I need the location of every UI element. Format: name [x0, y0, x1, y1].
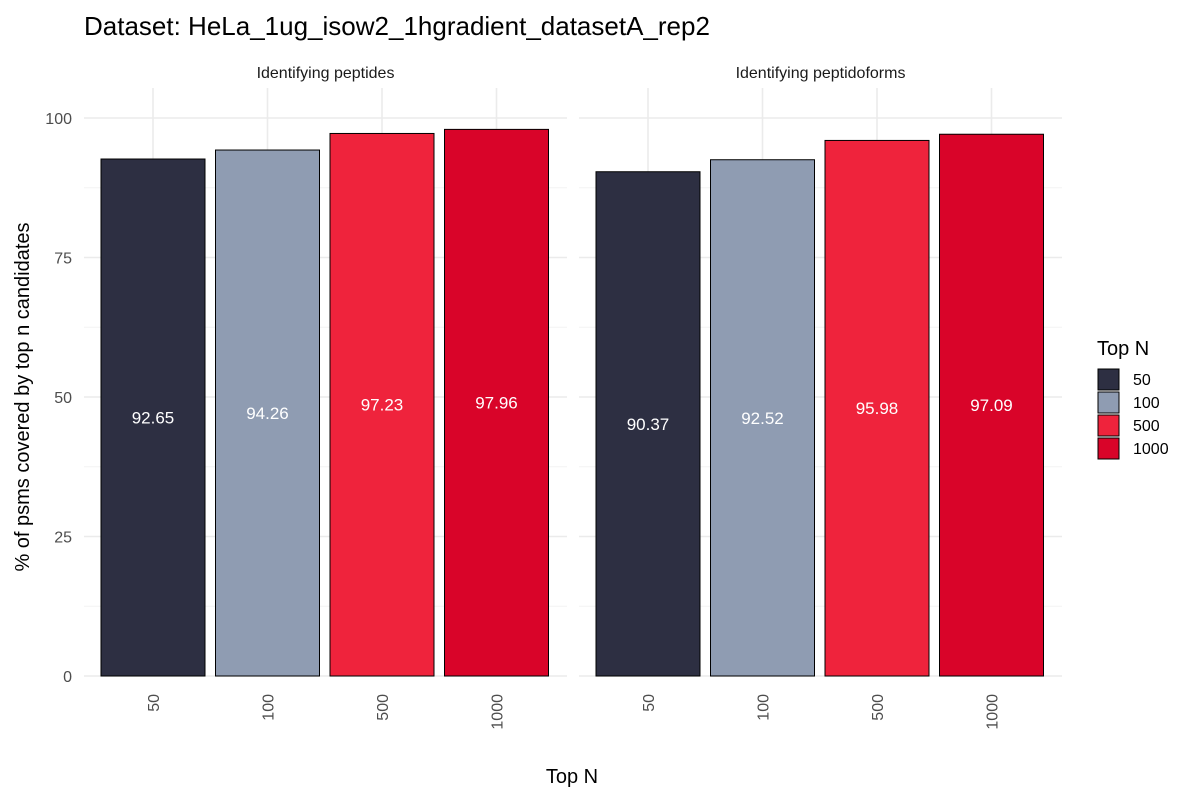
panel-2: Identifying peptidoforms 90.37 50 92.52 100 9…	[579, 65, 1062, 730]
bar-value-label: 92.65	[132, 409, 175, 428]
legend-item: 100	[1097, 391, 1160, 414]
legend-label: 100	[1133, 395, 1160, 412]
bar	[710, 159, 815, 677]
bar	[444, 128, 549, 677]
legend-item: 50	[1097, 368, 1151, 391]
x-tick-label: 1000	[985, 694, 1002, 730]
legend-item: 500	[1097, 414, 1160, 437]
legend-swatch	[1097, 437, 1120, 460]
panel-1: Identifying peptides 92.65 50 94.26 100 97.23…	[84, 65, 567, 730]
legend-swatch	[1097, 414, 1120, 437]
x-tick-label: 50	[146, 694, 163, 712]
facet-label: Identifying peptidoforms	[736, 65, 906, 82]
bar	[595, 171, 701, 677]
bar	[329, 132, 435, 677]
x-tick-label: 500	[375, 694, 392, 721]
bar-value-label: 94.26	[246, 404, 289, 423]
bar-value-label: 92.52	[741, 409, 784, 428]
bar-value-label: 97.96	[475, 394, 518, 413]
chart-title: Dataset: HeLa_1ug_isow2_1hgradient_datas…	[84, 11, 710, 41]
y-tick-label: 50	[54, 390, 72, 407]
bar	[824, 139, 930, 677]
legend-swatch	[1097, 368, 1120, 391]
y-tick-label: 100	[45, 111, 72, 128]
legend-title: Top N	[1097, 338, 1149, 360]
bar-value-label: 95.98	[856, 399, 899, 418]
bar-value-label: 97.23	[361, 396, 404, 415]
bar	[100, 158, 206, 677]
y-axis-label: % of psms covered by top n candidates	[12, 222, 34, 571]
panels: Identifying peptides 92.65 50 94.26 100 97.23…	[84, 65, 1062, 730]
legend-item: 1000	[1097, 437, 1169, 460]
x-axis-label: Top N	[546, 766, 598, 788]
x-tick-label: 100	[756, 694, 773, 721]
x-tick-label: 500	[870, 694, 887, 721]
x-tick-label: 100	[261, 694, 278, 721]
y-tick-label: 75	[54, 251, 72, 268]
y-tick-label: 0	[63, 669, 72, 686]
bar-value-label: 90.37	[627, 415, 670, 434]
facet-label: Identifying peptides	[257, 65, 395, 82]
legend-label: 1000	[1133, 441, 1169, 458]
y-tick-label: 25	[54, 530, 72, 547]
bar	[939, 133, 1044, 677]
bar	[215, 149, 320, 677]
legend-label: 500	[1133, 418, 1160, 435]
x-tick-label: 1000	[490, 694, 507, 730]
x-tick-label: 50	[641, 694, 658, 712]
legend-swatch	[1097, 391, 1120, 414]
legend: Top N 50 100 500 1000	[1097, 338, 1169, 460]
legend-label: 50	[1133, 372, 1151, 389]
bar-value-label: 97.09	[970, 396, 1013, 415]
y-axis: 0 25 50 75 100	[45, 111, 72, 686]
